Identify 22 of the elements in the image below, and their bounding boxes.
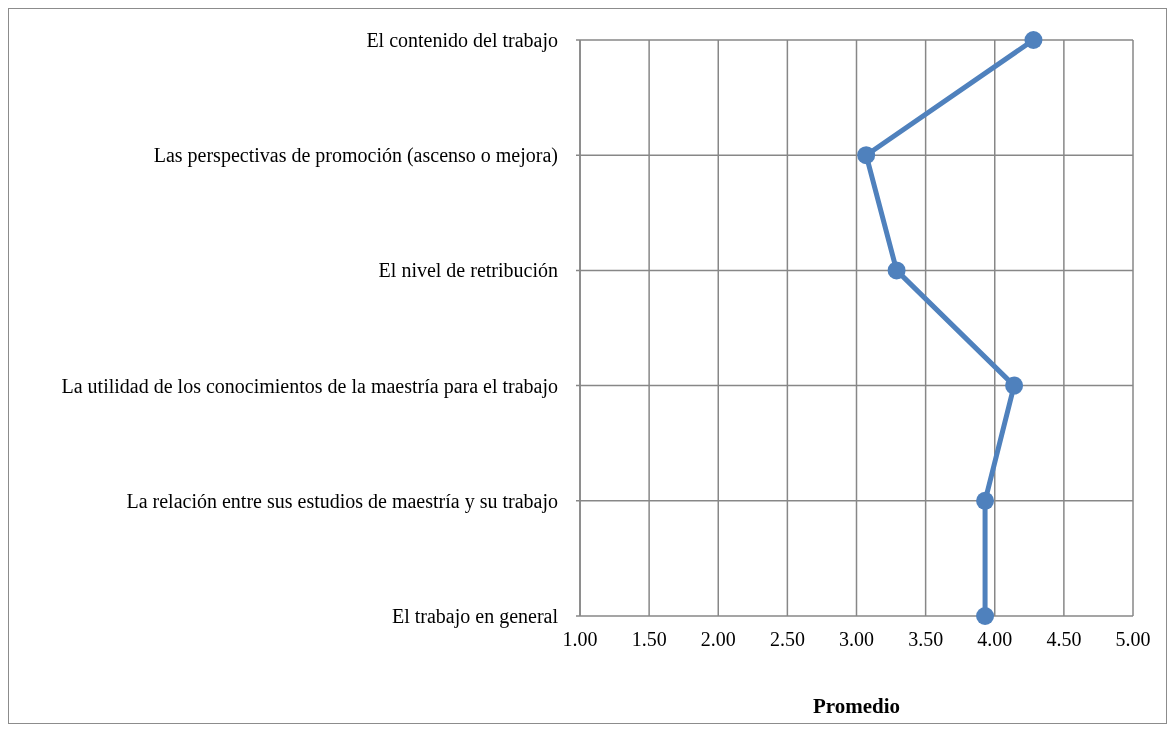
point [887, 261, 906, 280]
x-tick-label: 1.00 [562, 628, 598, 650]
y-tick-label: El contenido del trabajo [366, 29, 558, 52]
y-tick-label: La relación entre sus estudios de maestría y su trabajo [126, 489, 558, 513]
point [976, 491, 995, 510]
point [857, 146, 876, 165]
y-tick-label: El trabajo en general [391, 605, 559, 628]
point [1024, 31, 1043, 49]
x-tick-label: 3.50 [908, 628, 944, 650]
x-tick-label: 3.00 [839, 628, 874, 650]
point [976, 607, 995, 625]
x-tick-label: 2.50 [769, 628, 805, 650]
y-tick-label: Las perspectivas de promoción (ascenso o mejora) [153, 144, 558, 168]
y-tick-label: El nivel de retribución [378, 259, 558, 282]
point [1005, 376, 1024, 395]
x-tick-label: 2.00 [700, 628, 736, 650]
x-tick-label: 4.50 [1046, 628, 1082, 650]
x-axis-title: Promedio [812, 694, 901, 718]
x-tick-label: 4.00 [977, 628, 1013, 650]
x-tick-label: 1.50 [631, 628, 667, 650]
y-tick-label: La utilidad de los conocimientos de la maestría para el trabajo [61, 374, 558, 398]
x-tick-label: 5.00 [1115, 628, 1151, 650]
